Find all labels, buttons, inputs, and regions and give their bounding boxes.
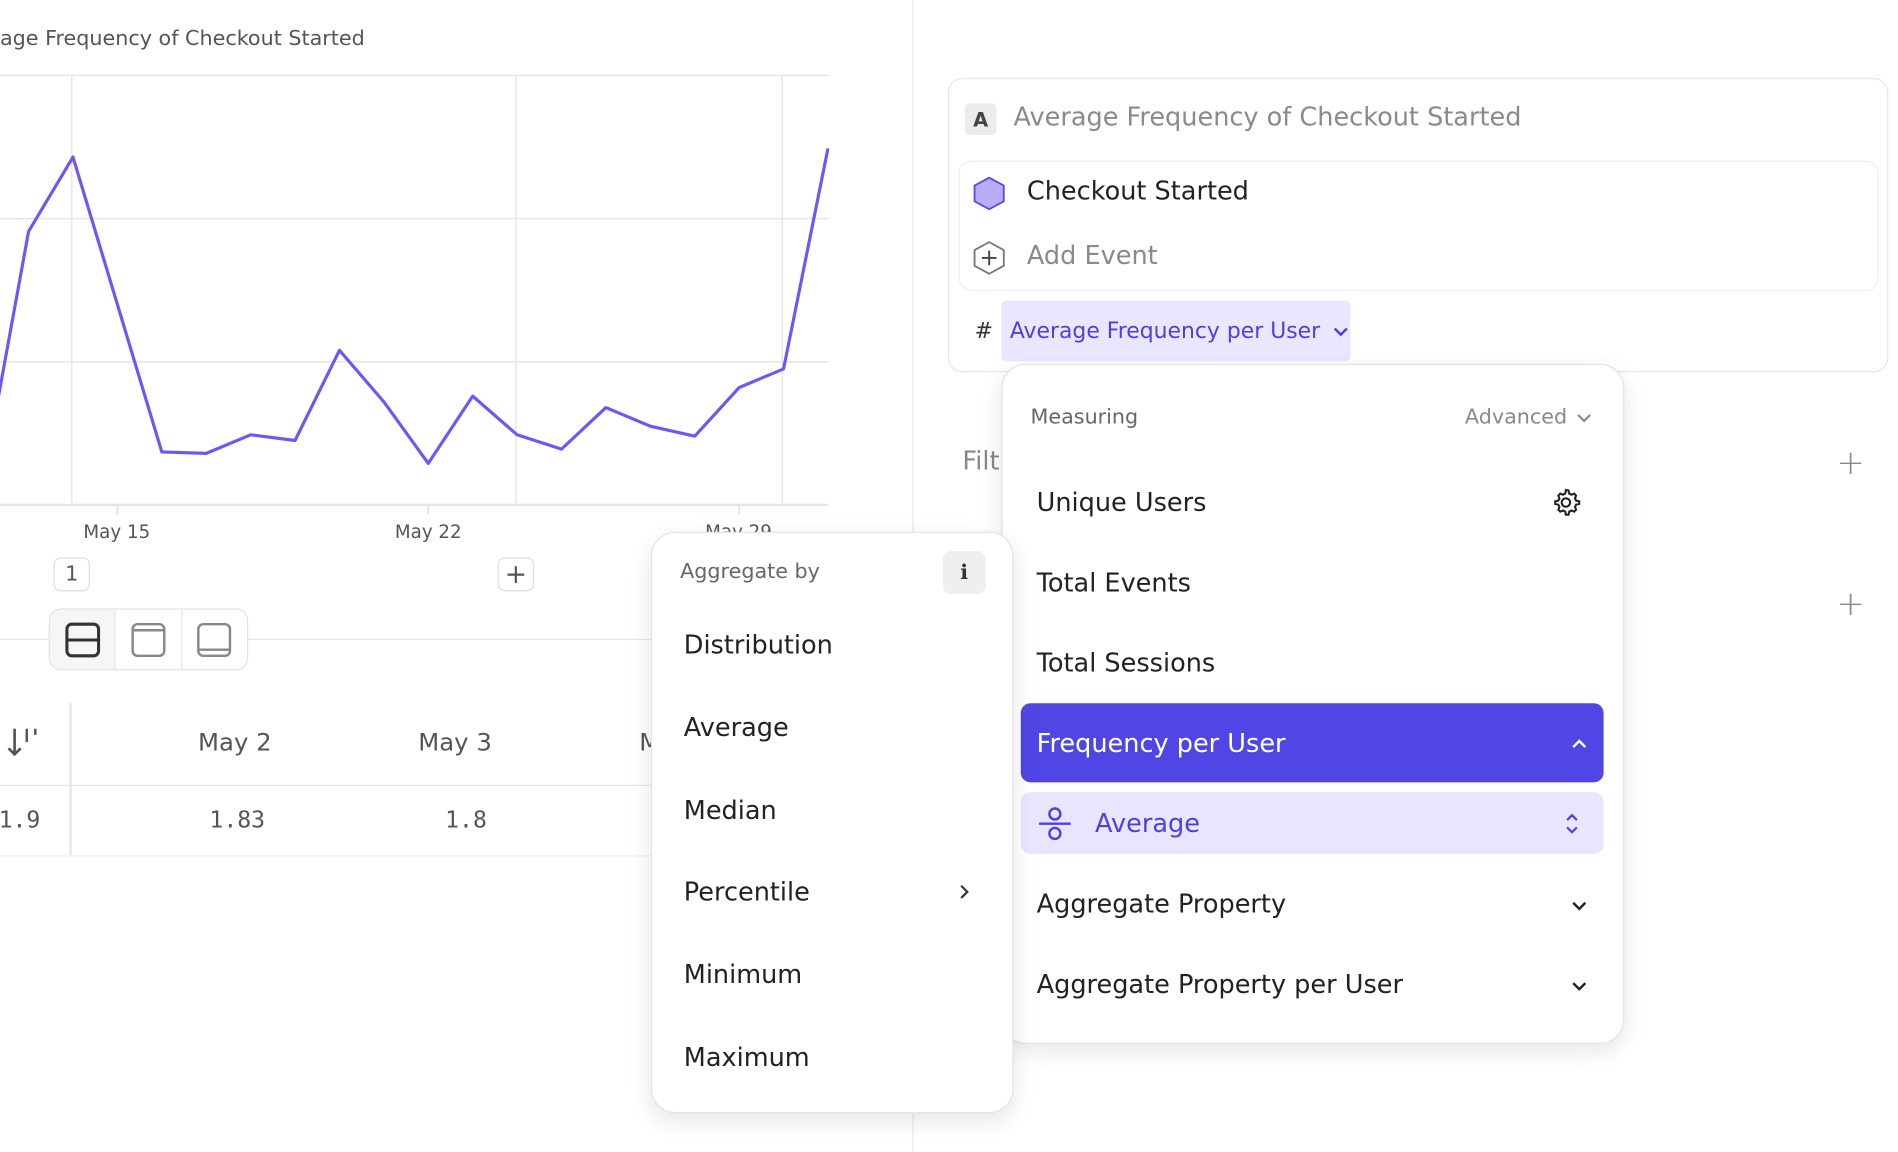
layout-split-button[interactable] (49, 609, 116, 670)
aggregate-item-maximum[interactable]: Maximum (683, 1042, 810, 1072)
aggregate-item-minimum[interactable]: Minimum (683, 959, 803, 990)
measuring-header: Measuring (1030, 405, 1139, 430)
row-divider (0, 784, 658, 786)
chevron-down-icon[interactable] (1568, 975, 1590, 997)
aggregate-item-median[interactable]: Median (683, 795, 777, 825)
add-event-icon (973, 241, 1005, 275)
split-layout-icon (64, 622, 100, 657)
menu-item-total-events[interactable]: Total Events (1036, 568, 1191, 598)
metric-badge: A (964, 103, 997, 136)
hash-icon: # (974, 318, 993, 345)
advanced-label: Advanced (1464, 405, 1568, 430)
series-line (0, 148, 830, 465)
add-filter-button[interactable]: + (1836, 442, 1865, 483)
add-segment-button[interactable]: + (497, 557, 535, 592)
chevron-down-icon (1577, 414, 1591, 423)
table-cell: 1.8 (445, 806, 487, 834)
table-cell: 1.83 (209, 806, 266, 834)
info-button[interactable]: i (942, 551, 986, 594)
top-layout-icon (131, 622, 166, 657)
aggregate-header: Aggregate by (680, 559, 820, 585)
layout-chart-button[interactable] (116, 609, 183, 670)
row-divider (0, 855, 658, 857)
table-cell: 1.9 (0, 806, 41, 834)
column-divider (69, 703, 72, 856)
menu-item-label: Frequency per User (1036, 728, 1286, 758)
aggregate-item-percentile[interactable]: Percentile (683, 877, 810, 907)
gear-icon[interactable] (1550, 487, 1582, 519)
menu-item-aggregate-property-per-user[interactable]: Aggregate Property per User (1036, 969, 1403, 999)
column-header[interactable]: May 3 (418, 727, 492, 757)
up-down-chevron-icon (1566, 813, 1578, 834)
metric-title[interactable]: Average Frequency of Checkout Started (1013, 102, 1522, 132)
filter-label: Filt (962, 446, 1000, 476)
measure-dropdown-label: Average Frequency per User (1009, 318, 1321, 344)
menu-item-frequency-per-user[interactable]: Frequency per User (1020, 703, 1604, 783)
menu-item-aggregate-property[interactable]: Aggregate Property (1036, 889, 1287, 919)
column-header[interactable]: May 2 (198, 727, 272, 757)
add-breakdown-button[interactable]: + (1836, 583, 1865, 624)
average-icon (1039, 807, 1071, 841)
bottom-layout-icon (197, 622, 232, 657)
segment-number-button[interactable]: 1 (53, 557, 91, 592)
chevron-down-icon (1333, 327, 1348, 337)
measure-dropdown[interactable]: Average Frequency per User (1001, 300, 1351, 362)
aggregate-menu: Aggregate by i (650, 531, 1014, 1114)
advanced-dropdown[interactable]: Advanced (1465, 405, 1594, 429)
chevron-right-icon (960, 884, 969, 899)
event-list (958, 160, 1879, 291)
aggregate-item-average[interactable]: Average (683, 712, 789, 743)
add-event-button[interactable]: Add Event (1026, 240, 1158, 271)
menu-item-unique-users[interactable]: Unique Users (1036, 487, 1207, 518)
chart-title: age Frequency of Checkout Started (0, 26, 365, 52)
event-hexagon-icon (973, 176, 1005, 211)
average-label: Average (1095, 808, 1200, 838)
average-subselect[interactable]: Average (1020, 792, 1604, 855)
x-tick-label: May 22 (394, 520, 462, 543)
chevron-down-icon[interactable] (1568, 894, 1590, 916)
x-tick-label: May 15 (83, 520, 151, 543)
event-name[interactable]: Checkout Started (1026, 176, 1249, 206)
layout-table-button[interactable] (182, 610, 247, 670)
line-chart (0, 74, 830, 515)
chevron-up-icon (1572, 739, 1587, 748)
sort-icon[interactable] (5, 725, 42, 762)
layout-toggle (48, 608, 249, 671)
divider (0, 638, 658, 640)
menu-item-total-sessions[interactable]: Total Sessions (1036, 648, 1216, 678)
aggregate-item-distribution[interactable]: Distribution (683, 630, 833, 660)
